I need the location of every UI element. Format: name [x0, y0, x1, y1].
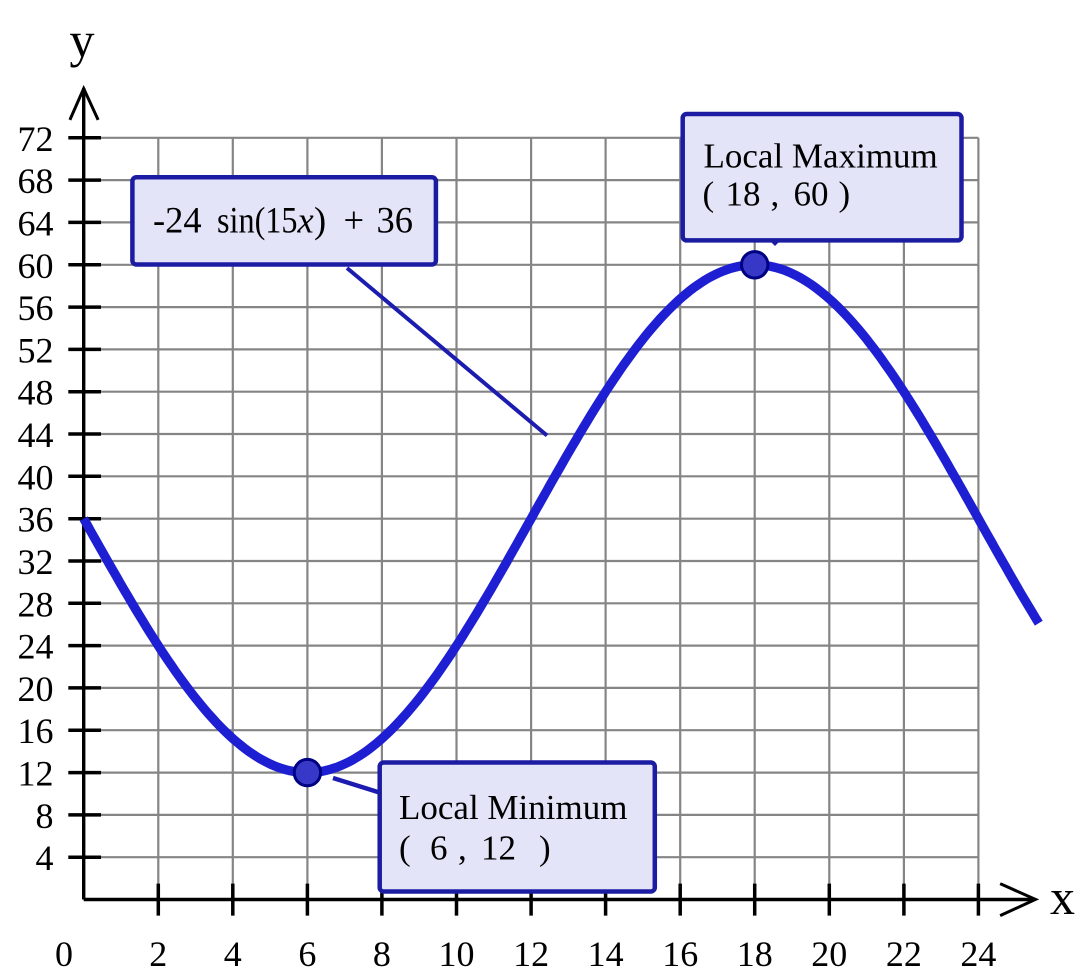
- svg-text:32: 32: [18, 542, 54, 582]
- svg-text:24: 24: [18, 627, 54, 667]
- svg-text:20: 20: [811, 934, 847, 974]
- svg-text:40: 40: [18, 457, 54, 497]
- svg-text:8: 8: [36, 796, 54, 836]
- svg-text:Local Minimum: Local Minimum: [399, 788, 627, 827]
- svg-text:16: 16: [662, 934, 698, 974]
- svg-text:18: 18: [737, 934, 773, 974]
- svg-text:72: 72: [18, 119, 54, 159]
- svg-text:60: 60: [18, 246, 54, 286]
- svg-text:20: 20: [18, 669, 54, 709]
- svg-text:14: 14: [588, 934, 624, 974]
- svg-text:10: 10: [439, 934, 475, 974]
- svg-text:12: 12: [18, 754, 54, 794]
- svg-text:x: x: [1050, 869, 1075, 925]
- svg-text:64: 64: [18, 203, 54, 243]
- svg-text:0: 0: [55, 934, 73, 974]
- svg-text:(6,12): (6, 12): [399, 829, 551, 868]
- svg-text:12: 12: [513, 934, 549, 974]
- svg-text:56: 56: [18, 288, 54, 328]
- svg-text:8: 8: [373, 934, 391, 974]
- svg-text:4: 4: [36, 838, 54, 878]
- svg-text:(18,60): (18, 60): [703, 175, 851, 214]
- svg-text:44: 44: [18, 415, 54, 455]
- svg-text:2: 2: [149, 934, 167, 974]
- svg-text:4: 4: [224, 934, 242, 974]
- svg-text:48: 48: [18, 373, 54, 413]
- svg-text:24: 24: [960, 934, 996, 974]
- svg-text:36: 36: [18, 500, 54, 540]
- svg-text:Local Maximum: Local Maximum: [704, 137, 938, 176]
- svg-text:22: 22: [886, 934, 922, 974]
- svg-text:y: y: [70, 12, 95, 68]
- svg-text:52: 52: [18, 330, 54, 370]
- svg-text:16: 16: [18, 711, 54, 751]
- svg-text:28: 28: [18, 584, 54, 624]
- svg-text:68: 68: [18, 161, 54, 201]
- svg-text:6: 6: [298, 934, 316, 974]
